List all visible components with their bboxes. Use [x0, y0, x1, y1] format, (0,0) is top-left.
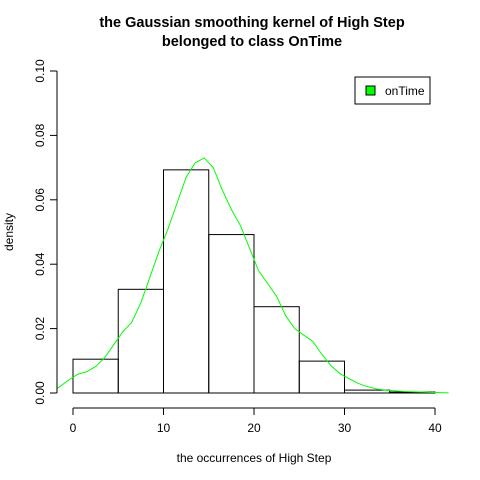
- y-tick-label: 0.00: [33, 381, 47, 405]
- density-line-ontime: [57, 157, 449, 394]
- histogram-bar: [163, 169, 210, 394]
- histogram-bar: [117, 288, 164, 394]
- y-tick-label: 0.04: [33, 252, 47, 276]
- x-tick-label: 40: [428, 421, 442, 435]
- y-tick-label: 0.06: [33, 188, 47, 212]
- histogram-bar: [72, 358, 119, 394]
- histogram-bars: [72, 169, 436, 394]
- y-axis-label: density: [2, 213, 16, 251]
- chart-title-line1: the Gaussian smoothing kernel of High St…: [99, 15, 404, 31]
- x-axis: 0 10 20 30 40: [70, 407, 442, 435]
- density-lines: [57, 157, 449, 394]
- legend: onTime: [354, 76, 431, 105]
- legend-label-ontime: onTime: [385, 84, 425, 98]
- y-tick-label: 0.10: [33, 59, 47, 83]
- histogram-bar: [208, 234, 255, 394]
- x-axis-label: the occurrences of High Step: [177, 451, 332, 465]
- y-tick-label: 0.02: [33, 317, 47, 341]
- x-tick-label: 20: [247, 421, 261, 435]
- histogram-bar: [253, 306, 300, 394]
- x-tick-label: 10: [157, 421, 171, 435]
- chart-title-line2: belonged to class OnTime: [162, 34, 342, 50]
- y-axis: 0.00 0.02 0.04 0.06 0.08 0.10: [33, 59, 58, 405]
- legend-swatch-ontime: [365, 85, 376, 96]
- x-tick-label: 0: [70, 421, 77, 435]
- y-tick-label: 0.08: [33, 123, 47, 147]
- histogram-bar: [344, 389, 391, 394]
- histogram-bar: [298, 360, 345, 394]
- x-tick-label: 30: [338, 421, 352, 435]
